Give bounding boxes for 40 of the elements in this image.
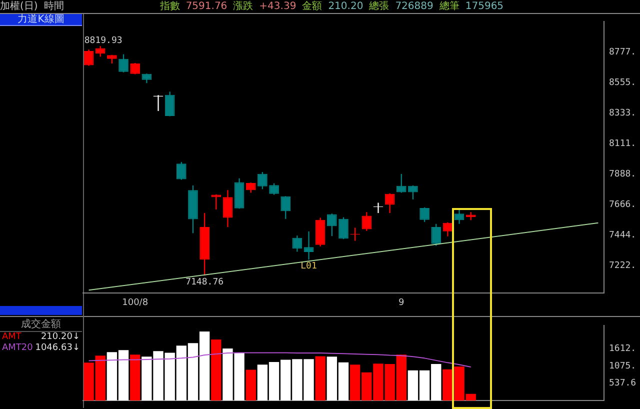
bar (442, 369, 453, 401)
bar (315, 356, 326, 401)
text: 7591.76 (186, 1, 228, 12)
bar (246, 370, 256, 401)
text: AMT (2, 332, 22, 343)
text: 726889 (395, 1, 434, 12)
chart-title: 成交金額 (0, 318, 82, 332)
text: 金額 (302, 1, 322, 12)
y-tick-label: 537.6 (609, 378, 636, 389)
x-tick-label: 9 (398, 298, 405, 308)
text: 1046.63↓ (35, 343, 80, 354)
text: 210.20 (328, 1, 364, 12)
y-tick-label: 1075. (609, 361, 636, 372)
text: 175965 (465, 1, 504, 12)
bar (211, 340, 222, 401)
candlestick (304, 231, 314, 260)
y-tick-label: 8777. (609, 47, 636, 58)
annotation: L01 (300, 261, 317, 272)
annotation: 7148.76 (186, 277, 224, 288)
y-tick-label: 7444. (609, 230, 636, 240)
text: +43.39 (259, 1, 296, 12)
x-tick-label: 100/8 (122, 298, 148, 308)
y-tick-label: 1612. (609, 344, 636, 354)
text: 總筆 (439, 1, 460, 12)
y-tick-label: 8111. (609, 138, 636, 149)
bar (130, 354, 140, 401)
y-tick-label: 7888. (609, 169, 636, 180)
y-tick-label: 7666. (609, 200, 636, 210)
y-tick-label: 8333. (609, 108, 636, 118)
text: 總張 (369, 1, 390, 12)
y-tick-label: 8555. (609, 78, 636, 88)
text: 時間 (44, 1, 64, 12)
chart-title: 力道K線圖 (0, 14, 82, 26)
annotation: 8819.93 (84, 36, 122, 46)
text: 210.20↓ (40, 332, 80, 343)
text: 漲跌 (233, 1, 254, 12)
text: 加權(日) (0, 1, 38, 12)
y-tick-label: 7222. (609, 260, 636, 271)
text: AMT20 (2, 343, 33, 354)
text: 指數 (160, 1, 180, 12)
